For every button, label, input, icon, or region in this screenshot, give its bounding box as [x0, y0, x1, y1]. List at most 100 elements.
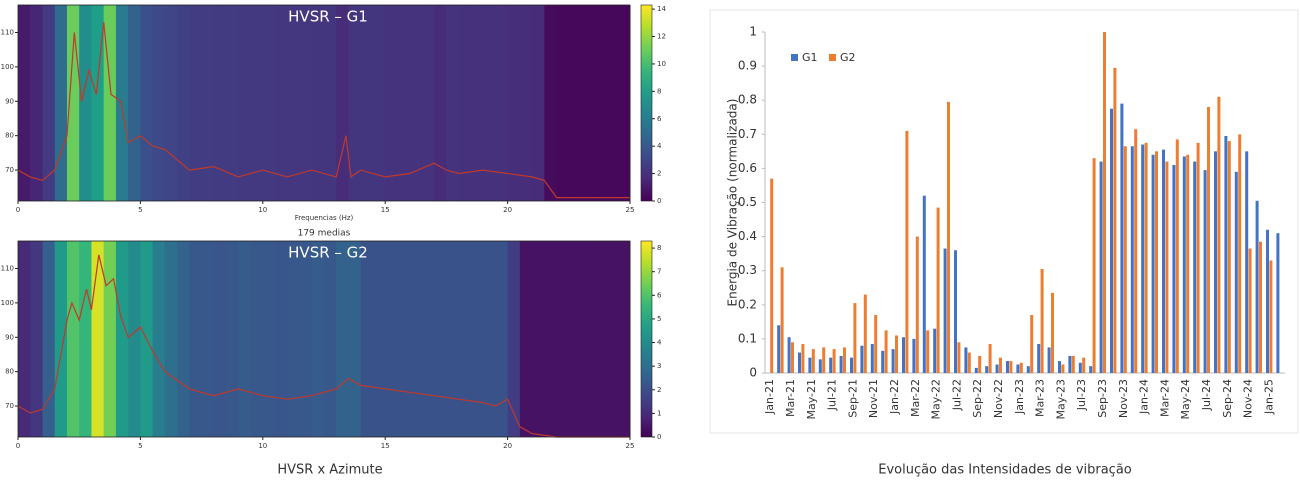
bar [933, 328, 937, 373]
heat-cell [605, 5, 619, 201]
x-axis-label: Frequencias (Hz) [295, 214, 354, 222]
heat-cell [568, 241, 582, 437]
heat-cell [421, 241, 435, 437]
heat-cell [79, 241, 92, 437]
heat-cell [568, 5, 582, 201]
heat-cell [177, 5, 190, 201]
heat-cell [434, 5, 447, 201]
colorbar-tick-label: 3 [657, 362, 661, 370]
x-tick-label: Mar-23 [1034, 379, 1047, 417]
y-tick-label: 70 [5, 402, 14, 410]
heat-cell [593, 5, 606, 201]
heat-cell [495, 241, 508, 437]
bar [1051, 292, 1054, 373]
x-tick-label: Nov-23 [1117, 379, 1130, 418]
heat-cell [152, 241, 166, 437]
x-tick-label: 5 [138, 206, 142, 214]
bar [957, 342, 961, 373]
bar [988, 344, 992, 373]
heat-cell [311, 241, 325, 437]
left-caption: HVSR x Azimute [277, 463, 382, 478]
heat-cell [470, 241, 484, 437]
bar [1162, 149, 1165, 373]
bar [891, 349, 895, 373]
x-tick-label: 10 [258, 442, 267, 450]
heat-cell [287, 5, 300, 201]
y-tick-label: 1 [749, 25, 757, 39]
bar [1047, 347, 1051, 373]
colorbar-tick-label: 2 [657, 386, 661, 394]
y-tick-label: 0.3 [738, 263, 757, 277]
bar [1082, 357, 1086, 373]
bar [1071, 355, 1075, 373]
colorbar-tick-label: 8 [657, 244, 661, 252]
x-tick-label: 10 [258, 206, 267, 214]
bar [884, 330, 888, 373]
heat-cell [226, 5, 239, 201]
bar [801, 344, 805, 373]
heat-cell [115, 5, 129, 201]
y-tick-label: 0 [749, 366, 757, 380]
bar [1259, 241, 1262, 373]
bar [1172, 164, 1176, 373]
colorbar-tick-label: 0 [657, 197, 661, 205]
heat-cell [238, 5, 251, 201]
y-axis-label: Energia de Vibração (normalizada) [726, 99, 740, 307]
bar [1248, 248, 1252, 373]
heat-cell [556, 241, 570, 437]
bar [1266, 229, 1269, 373]
bar [850, 357, 853, 373]
heat-cell [213, 241, 227, 437]
heat-cell [324, 5, 337, 201]
bar [798, 352, 801, 373]
legend-swatch [829, 54, 836, 61]
heat-cell [128, 241, 141, 437]
y-tick-label: 0.5 [738, 195, 757, 209]
bar [1078, 362, 1082, 373]
y-tick-label: 0.7 [738, 127, 757, 141]
bar [1193, 161, 1197, 373]
bar [881, 350, 885, 373]
colorbar-tick-label: 5 [657, 315, 661, 323]
heat-cell [262, 241, 276, 437]
hvsr-curve [17, 254, 630, 438]
heat-cell [213, 5, 227, 201]
bar [943, 248, 947, 373]
y-tick-label: 70 [5, 166, 14, 174]
x-tick-label: Nov-21 [867, 379, 880, 418]
colorbar-tick-label: 12 [657, 33, 666, 41]
bar [912, 338, 916, 373]
bar [1165, 161, 1169, 373]
bar [1061, 364, 1065, 373]
heat-cell [581, 5, 594, 201]
bar [1110, 108, 1113, 373]
bar [1006, 361, 1009, 373]
heat-cell [544, 241, 557, 437]
heat-cell [556, 5, 570, 201]
heat-cell [54, 5, 68, 201]
x-tick-label: May-22 [930, 379, 943, 420]
panel-title: HVSR – G2 [288, 244, 368, 262]
heat-cell [336, 241, 349, 437]
hvsr-curve [17, 22, 630, 199]
bar [1120, 103, 1124, 374]
x-tick-label: Jan-25 [1262, 379, 1275, 415]
bar [895, 335, 898, 373]
heat-cell [617, 241, 631, 437]
bar [1175, 139, 1179, 373]
heat-cell [532, 5, 545, 201]
y-tick-label: 0.6 [738, 161, 757, 175]
heat-cell [581, 241, 594, 437]
x-tick-label: Jan-24 [1138, 379, 1151, 415]
x-tick-label: May-21 [805, 379, 818, 420]
bar [1224, 136, 1228, 373]
legend-swatch [791, 54, 798, 61]
bar [964, 347, 968, 373]
bar [947, 101, 950, 373]
x-tick-label: Jul-22 [950, 379, 963, 411]
x-tick-label: 5 [138, 442, 142, 450]
y-tick-label: 100 [1, 63, 14, 71]
heat-cell [275, 241, 288, 437]
heat-cell [470, 5, 484, 201]
heat-cell [42, 5, 56, 201]
